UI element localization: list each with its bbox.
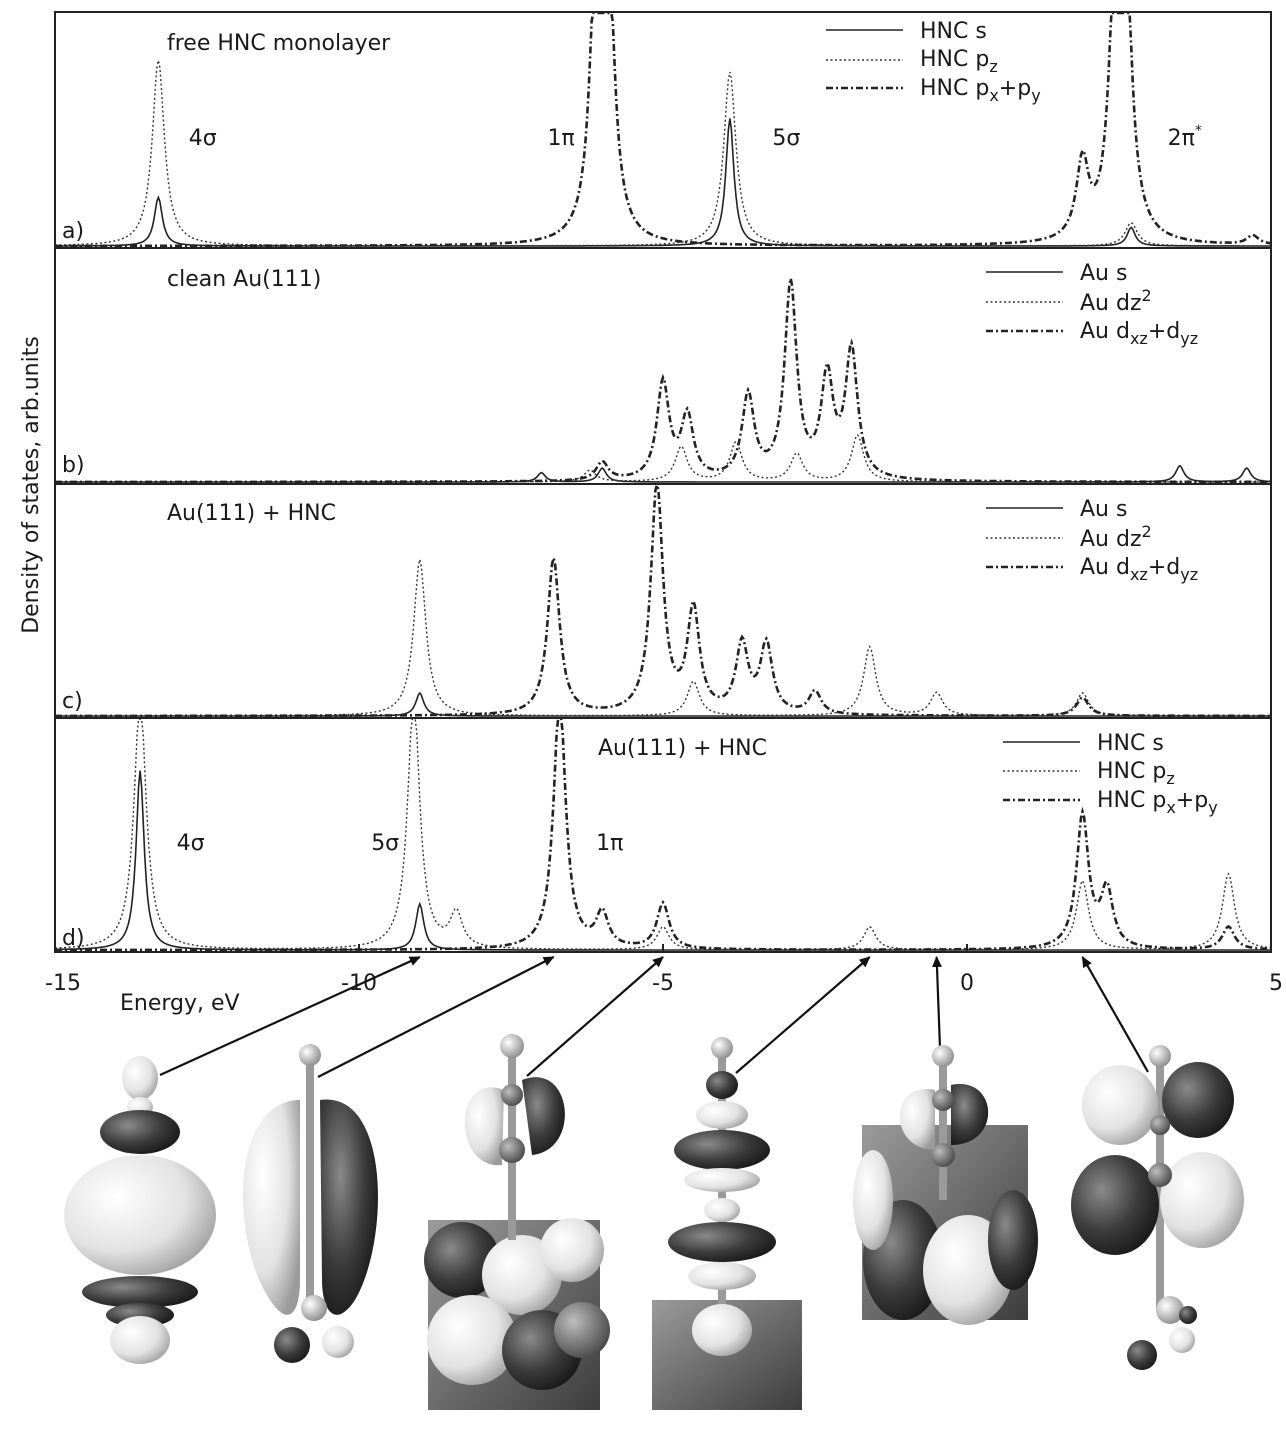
panel-c-title: Au(111) + HNC [167,501,336,526]
panel-b-curves [55,278,1272,484]
panel-b: b) clean Au(111) Au s Au dz2 Au dxz+dyz [54,247,1272,485]
panel-a-legend: HNC s HNC pz HNC px+py [826,19,1041,105]
panel-a-title: free HNC monolayer [167,31,391,56]
legend-au-dxz-dyz-c: Au dxz+dyz [1080,555,1198,584]
series-line-au-s [55,464,1272,483]
panel-d-annotations: 4σ 5σ 1π [177,831,624,856]
legend-hnc-s-d: HNC s [1097,731,1164,756]
series-line-au-s [55,691,1271,717]
orbital-2pi-star [1071,1045,1244,1370]
legend-hnc-pz-d: HNC pz [1097,759,1175,788]
legend-au-dxz-dyz: Au dxz+dyz [1080,319,1198,348]
orbital-mixed-minus5 [424,1034,610,1410]
orbital-arrows [159,955,1149,1078]
orbital-annotation: 2π* [1168,123,1202,151]
legend-hnc-pxpy-d: HNC px+py [1097,788,1218,817]
x-tick-label: -15 [45,971,81,996]
legend-hnc-pxpy: HNC px+py [920,76,1041,105]
orbital-annotation: 1π [548,126,575,151]
panel-b-label: b) [62,453,85,478]
legend-au-dz2: Au dz2 [1080,286,1152,316]
arrow-to-orbital-2pi-star [1081,956,1149,1073]
arrow-to-orbital-1pi [317,956,555,1078]
orbital-1pi [242,1044,378,1363]
orbital-annotation: 5σ [371,831,399,856]
panel-d: d) Au(111) + HNC 4σ 5σ 1π HNC s HNC pz HNC… [54,717,1272,953]
panel-a-curves [54,11,1272,248]
panel-c-legend: Au s Au dz2 Au dxz+dyz [986,497,1198,584]
series-line-hnc-p-z [55,718,1272,951]
panel-d-label: d) [62,926,85,951]
series-line-hnc-p-x-p-y [55,11,1272,248]
series-line-au-dz2 [55,559,1271,717]
x-tick-label: 0 [960,971,974,996]
orbital-annotation: 5σ [772,126,800,151]
orbital-minus0-5 [853,1045,1038,1325]
legend-hnc-s: HNC s [920,19,987,44]
arrow-to-orbital-minus1-6 [735,956,871,1074]
panel-d-legend: HNC s HNC pz HNC px+py [1003,731,1218,817]
panel-c: c) Au(111) + HNC Au s Au dz2 Au dxz+dyz [54,480,1272,719]
orbital-5sigma [64,1056,216,1364]
series-line-au-dz2 [55,433,1271,483]
panel-d-title: Au(111) + HNC [598,736,767,761]
arrow-to-orbital-5sigma [159,955,421,1077]
orbital-minus1-6 [652,1037,802,1410]
panel-b-title: clean Au(111) [167,267,321,292]
arrow-to-orbital-mixed-minus5 [526,956,664,1077]
orbital-annotation: 1π [596,831,623,856]
orbital-annotation: 4σ [177,831,205,856]
legend-hnc-pz: HNC pz [920,47,998,76]
panel-a: a) free HNC monolayer 4σ 1π 5σ 2π* HNC s HN… [54,11,1272,249]
y-axis-label: Density of states, arb.units [19,336,44,634]
series-line-hnc-p-x-p-y [55,717,1272,952]
panel-a-label: a) [62,219,84,244]
panel-b-legend: Au s Au dz2 Au dxz+dyz [986,261,1198,348]
panel-a-annotations: 4σ 1π 5σ 2π* [189,123,1202,151]
x-tick-label: -5 [652,971,674,996]
x-tick-label: 5 [1269,971,1283,996]
panel-c-label: c) [62,689,83,714]
series-line-hnc-p-z [54,60,1271,247]
series-line-hnc-s [55,118,1271,247]
panel-c-curves [55,480,1271,718]
legend-au-s-c: Au s [1080,497,1127,522]
legend-au-dz2-c: Au dz2 [1080,522,1152,552]
x-axis-label: Energy, eV [120,991,240,1016]
series-line-au-d-xz-d-yz [55,480,1271,718]
orbital-annotation: 4σ [189,126,217,151]
legend-au-s: Au s [1080,261,1127,286]
series-line-au-d-xz-d-yz [55,278,1271,484]
